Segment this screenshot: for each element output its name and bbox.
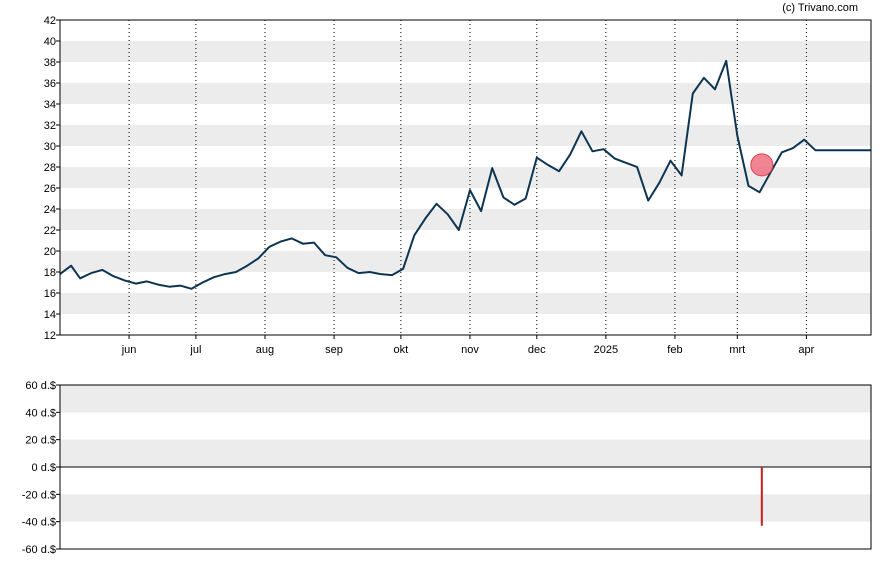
volume-y-tick-label: -20 d.$ — [22, 489, 56, 501]
price-y-tick-label: 18 — [44, 267, 56, 279]
price-plot-frame — [59, 19, 872, 336]
price-band — [60, 83, 871, 104]
price-y-tick-label: 42 — [44, 15, 56, 27]
price-y-tick-label: 30 — [44, 141, 56, 153]
price-x-tick-label: nov — [461, 344, 479, 356]
price-y-tick-label: 38 — [44, 57, 56, 69]
volume-y-tick-label: -40 d.$ — [22, 517, 56, 529]
price-x-tick-label: sep — [325, 344, 343, 356]
price-y-tick-label: 22 — [44, 225, 56, 237]
copyright-label: (c) Trivano.com — [782, 2, 858, 14]
price-bands — [60, 41, 871, 314]
price-y-tick-label: 24 — [44, 204, 56, 216]
price-y-tick-label: 12 — [44, 330, 56, 342]
price-x-tick-label: jul — [189, 344, 201, 356]
price-y-tick-label: 16 — [44, 288, 56, 300]
price-series-line — [59, 59, 871, 290]
price-band — [60, 209, 871, 230]
price-x-tick-label: aug — [256, 344, 274, 356]
price-chart: 12 14 16 18 20 22 24 26 28 30 32 34 36 38 40 42 jun jul a… — [44, 15, 872, 356]
volume-plot-frame — [59, 384, 872, 550]
price-x-tick-label: feb — [667, 344, 682, 356]
price-y-axis: 12 14 16 18 20 22 24 26 28 30 32 34 36 38 40 42 — [44, 15, 60, 342]
price-markers — [750, 153, 774, 177]
volume-band — [60, 494, 871, 522]
price-band — [60, 41, 871, 62]
price-y-tick-label: 26 — [44, 183, 56, 195]
volume-y-tick-label: -60 d.$ — [22, 544, 56, 556]
price-y-tick-label: 20 — [44, 246, 56, 258]
volume-y-tick-label: 0 d.$ — [32, 462, 56, 474]
price-x-tick-label: okt — [394, 344, 409, 356]
price-band — [60, 293, 871, 314]
price-y-tick-label: 34 — [44, 99, 56, 111]
price-y-tick-label: 32 — [44, 120, 56, 132]
price-vertical-grid — [128, 20, 807, 335]
volume-y-tick-label: 40 d.$ — [25, 407, 56, 419]
price-x-tick-label: dec — [528, 344, 546, 356]
price-band — [60, 125, 871, 146]
volume-bands — [60, 385, 871, 522]
price-y-tick-label: 36 — [44, 78, 56, 90]
volume-y-tick-label: 20 d.$ — [25, 435, 56, 447]
price-band — [60, 167, 871, 188]
price-x-tick-label: mrt — [729, 344, 745, 356]
price-x-tick-label: jun — [121, 344, 137, 356]
volume-y-tick-label: 60 d.$ — [25, 380, 56, 392]
price-y-tick-label: 40 — [44, 36, 56, 48]
price-x-axis: jun jul aug sep okt nov dec 2025 feb mrt apr — [121, 335, 815, 356]
volume-band — [60, 385, 871, 413]
price-band — [60, 251, 871, 272]
price-y-tick-label: 28 — [44, 162, 56, 174]
price-x-tick-label: apr — [798, 344, 814, 356]
price-y-tick-label: 14 — [44, 309, 56, 321]
volume-band — [60, 439, 871, 467]
trade-marker — [750, 153, 774, 177]
volume-y-axis: 60 d.$ 40 d.$ 20 d.$ 0 d.$ -20 d.$ -40 d.$ -60… — [22, 380, 60, 556]
volume-chart: 60 d.$ 40 d.$ 20 d.$ 0 d.$ -20 d.$ -40 d.$ -60… — [22, 380, 872, 556]
price-x-tick-label: 2025 — [594, 344, 618, 356]
